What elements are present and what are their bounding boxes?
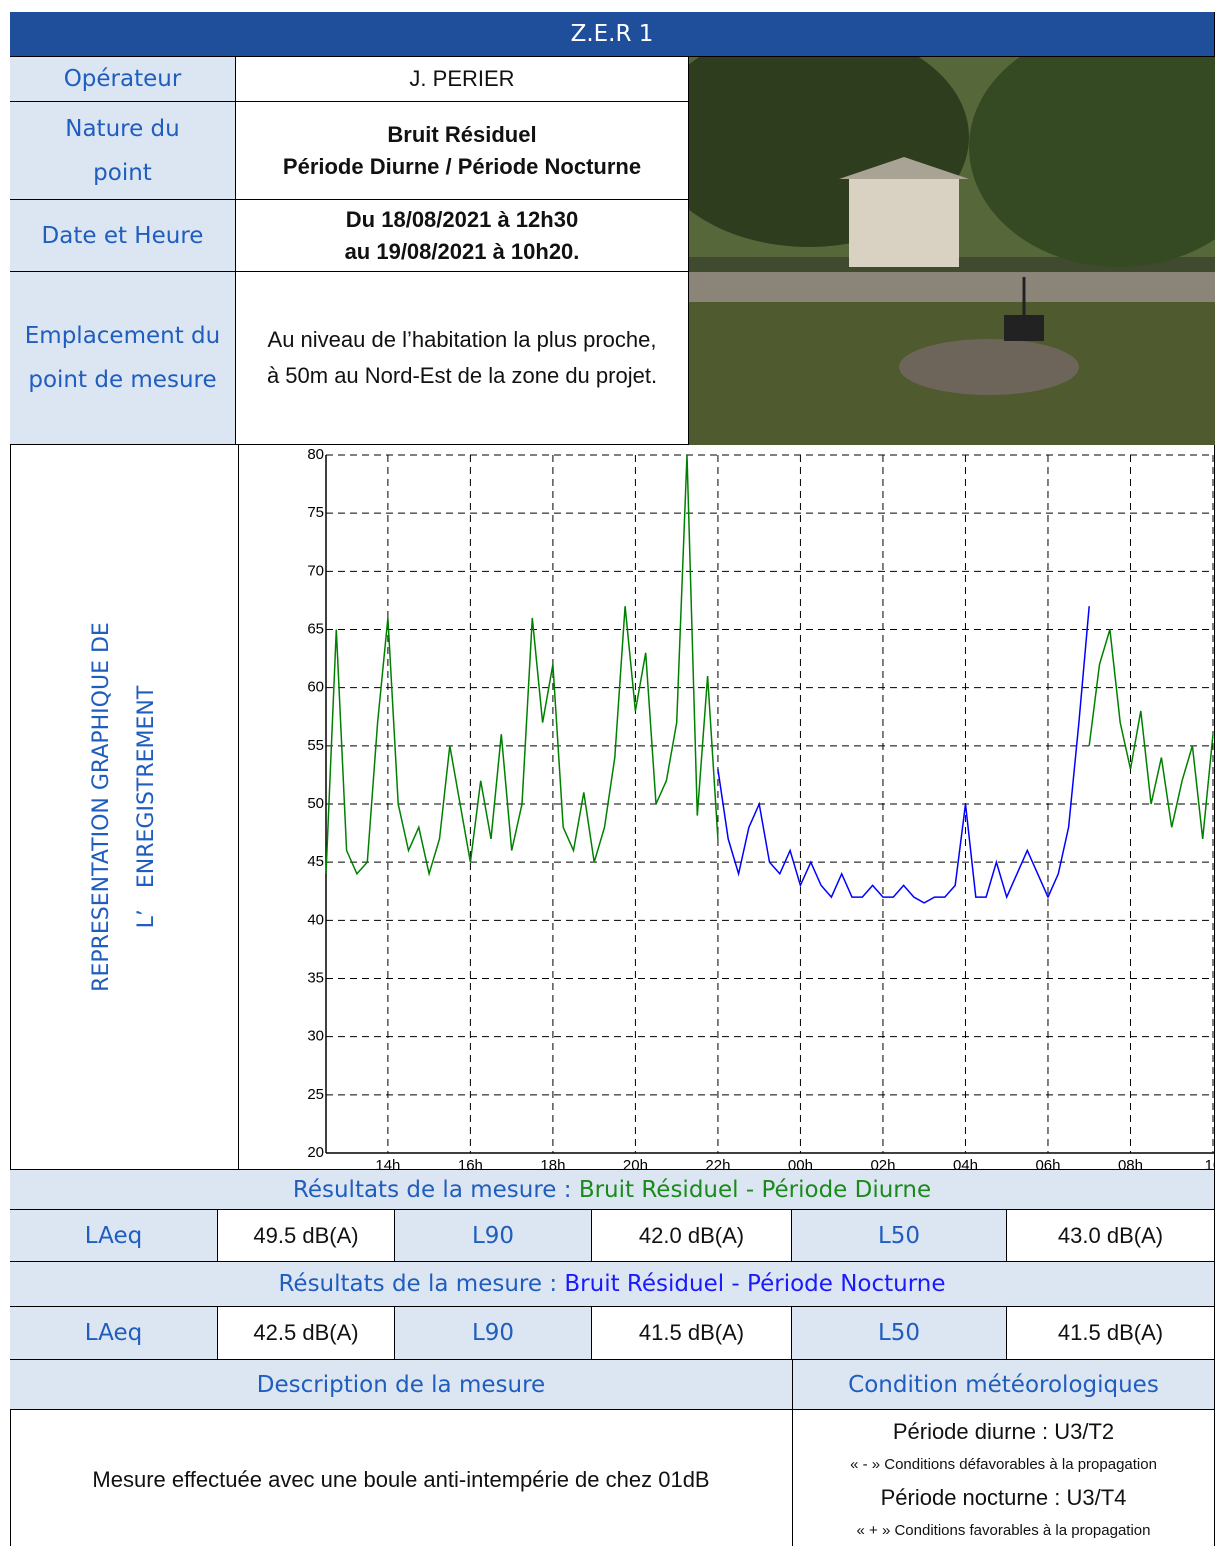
- label: Date et Heure: [41, 222, 204, 249]
- meteo-cell: Période diurne : U3/T2 « - » Conditions …: [793, 1410, 1215, 1546]
- metric-value: 42.0 dB(A): [638, 1222, 745, 1248]
- description-cell: Mesure effectuée avec une boule anti-int…: [10, 1410, 793, 1546]
- label-cell: Opérateur: [10, 57, 236, 102]
- metric-name: L50: [877, 1320, 921, 1346]
- results-period: Bruit Résiduel - Période Diurne: [578, 1176, 932, 1203]
- y-tick-label: 20: [307, 1144, 324, 1161]
- metric-value: 41.5 dB(A): [638, 1320, 745, 1345]
- description-text: Mesure effectuée avec une boule anti-int…: [92, 1466, 710, 1492]
- metric-cell: 49.5 dB(A): [218, 1210, 395, 1262]
- y-tick-label: 35: [307, 969, 324, 986]
- heading: Condition météorologiques: [848, 1371, 1159, 1398]
- label: Opérateur: [63, 66, 182, 92]
- y-tick-label: 80: [307, 446, 324, 463]
- y-tick-label: 70: [307, 562, 324, 579]
- value: Bruit Résiduel: [387, 121, 537, 147]
- metric-value: 42.5 dB(A): [253, 1320, 359, 1345]
- metric-cell: 41.5 dB(A): [1007, 1307, 1215, 1360]
- metric-cell: LAeq: [10, 1307, 218, 1360]
- value: à 50m au Nord-Est de la zone du projet.: [266, 363, 658, 388]
- metric-value: 41.5 dB(A): [1057, 1320, 1164, 1345]
- label-cell: Emplacement du point de mesure: [10, 272, 236, 445]
- results-heading: Résultats de la mesure : Bruit Résiduel …: [10, 1262, 1215, 1307]
- header: Z.E.R 1: [10, 12, 1215, 57]
- value: au 19/08/2021 à 10h20.: [344, 238, 580, 264]
- metric-name: LAeq: [84, 1320, 143, 1346]
- metric-cell: L90: [395, 1307, 592, 1360]
- chart-label-line: L’ ENREGISTREMENT: [134, 685, 159, 929]
- metric-cell: 42.0 dB(A): [592, 1210, 792, 1262]
- value: J. PERIER: [409, 66, 515, 91]
- y-tick-label: 55: [307, 737, 324, 754]
- meteo-line: Période diurne : U3/T2: [892, 1418, 1115, 1444]
- results-prefix: Résultats de la mesure :: [278, 1271, 558, 1297]
- x-tick-label: 14h: [375, 1157, 400, 1169]
- photo: [689, 57, 1215, 445]
- y-tick-label: 75: [307, 504, 324, 521]
- y-tick-label: 60: [307, 679, 324, 696]
- description-heading: Description de la mesure: [10, 1360, 793, 1410]
- metric-cell: 41.5 dB(A): [592, 1307, 792, 1360]
- meteo-note: « - » Conditions défavorables à la propa…: [850, 1455, 1157, 1473]
- chart: 20 25 30 35 40 45 50 55 60 65 70 75 80 14h 16h 18h 20h 22…: [307, 446, 1215, 1169]
- chart-label-cell: [10, 445, 239, 1170]
- x-tick-label: 02h: [870, 1157, 895, 1169]
- metric-cell: LAeq: [10, 1210, 218, 1262]
- metric-value: 43.0 dB(A): [1057, 1222, 1164, 1248]
- x-tick-label: 04h: [953, 1157, 978, 1169]
- meteo-note: « + » Conditions favorables à la propaga…: [856, 1521, 1151, 1539]
- results-prefix: Résultats de la mesure :: [292, 1176, 572, 1203]
- x-tick-label: 08h: [1118, 1157, 1143, 1169]
- y-tick-label: 25: [307, 1086, 324, 1103]
- metric-name: LAeq: [84, 1222, 143, 1249]
- chart-label-line: REPRESENTATION GRAPHIQUE DE: [89, 622, 114, 992]
- series-line: [325, 454, 1214, 877]
- metric-cell: L50: [792, 1210, 1007, 1262]
- x-tick-label: 10: [1205, 1157, 1215, 1169]
- label: Nature du point: [65, 115, 180, 186]
- value: Période Diurne / Période Nocturne: [282, 153, 642, 179]
- title: Z.E.R 1: [570, 21, 654, 47]
- y-tick-label: 40: [307, 911, 324, 928]
- x-tick-label: 00h: [788, 1157, 813, 1169]
- metric-cell: 42.5 dB(A): [218, 1307, 395, 1360]
- y-tick-label: 30: [307, 1028, 324, 1045]
- metric-cell: L90: [395, 1210, 592, 1262]
- y-tick-label: 45: [307, 853, 324, 870]
- chart-label: REPRESENTATION GRAPHIQUE DE L’ ENREGISTRE…: [79, 457, 169, 1157]
- value-cell: Au niveau de l’habitation la plus proche…: [236, 272, 689, 445]
- value-cell: Bruit Résiduel Période Diurne / Période N…: [236, 102, 689, 200]
- metric-cell: L50: [792, 1307, 1007, 1360]
- metric-cell: 43.0 dB(A): [1007, 1210, 1215, 1262]
- metric-name: L50: [877, 1222, 921, 1249]
- value-cell: J. PERIER: [236, 57, 689, 102]
- results-period: Bruit Résiduel - Période Nocturne: [564, 1271, 946, 1297]
- metric-name: L90: [471, 1320, 515, 1346]
- value: Au niveau de l’habitation la plus proche…: [267, 327, 657, 352]
- metric-name: L90: [471, 1222, 515, 1249]
- label-cell: Date et Heure: [10, 200, 236, 272]
- results-heading: Résultats de la mesure : Bruit Résiduel …: [10, 1170, 1215, 1210]
- x-tick-label: 16h: [458, 1157, 483, 1169]
- series-line: [717, 606, 1090, 904]
- label: Emplacement du point de mesure: [24, 323, 221, 393]
- meteo-line: Période nocturne : U3/T4: [880, 1484, 1127, 1510]
- value-cell: Du 18/08/2021 à 12h30 au 19/08/2021 à 10h…: [236, 200, 689, 272]
- x-tick-label: 18h: [540, 1157, 565, 1169]
- y-tick-label: 50: [307, 795, 324, 812]
- value: Du 18/08/2021 à 12h30: [345, 206, 579, 232]
- x-tick-label: 22h: [705, 1157, 730, 1169]
- x-tick-label: 06h: [1035, 1157, 1060, 1169]
- label-cell: Nature du point: [10, 102, 236, 200]
- x-tick-label: 20h: [623, 1157, 648, 1169]
- meteo-heading: Condition météorologiques: [793, 1360, 1215, 1410]
- heading: Description de la mesure: [256, 1371, 546, 1398]
- metric-value: 49.5 dB(A): [253, 1222, 359, 1248]
- y-tick-label: 65: [307, 620, 324, 637]
